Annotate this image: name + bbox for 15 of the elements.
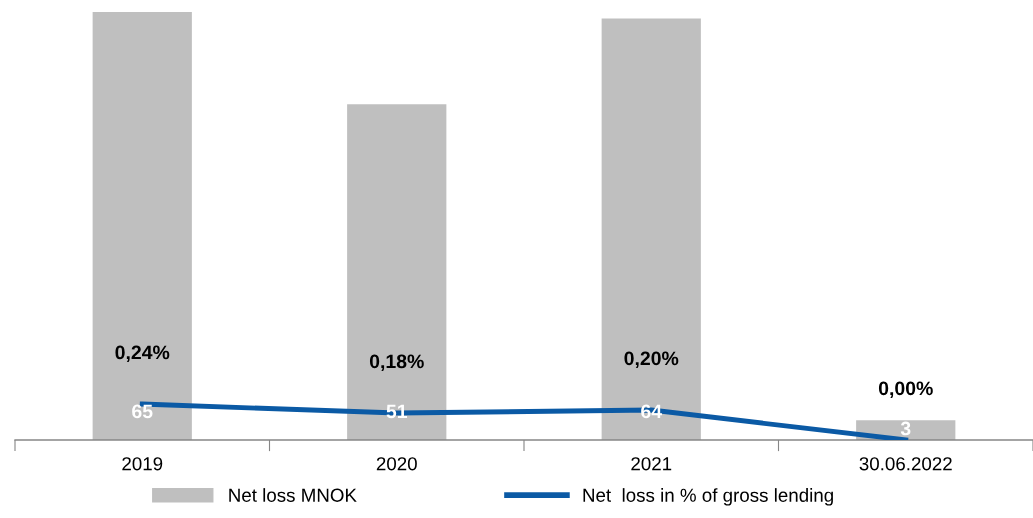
data-label: 0,20% <box>624 351 679 369</box>
x-tick-label: 2020 <box>376 457 417 471</box>
legend-label: Net loss in % of gross lending <box>583 488 833 506</box>
x-tick-label: 2021 <box>631 457 672 471</box>
data-label: 0,24% <box>115 345 170 363</box>
bar <box>347 104 447 440</box>
bar <box>92 11 192 440</box>
legend-label: Net loss MNOK <box>229 488 357 502</box>
data-label: 0,00% <box>878 381 933 399</box>
bar <box>601 18 701 440</box>
data-label: 3 <box>900 421 911 436</box>
data-label: 65 <box>132 404 153 419</box>
x-tick-label: 2019 <box>122 457 163 471</box>
x-tick-label: 30.06.2022 <box>859 457 952 471</box>
data-label: 0,18% <box>369 354 424 372</box>
